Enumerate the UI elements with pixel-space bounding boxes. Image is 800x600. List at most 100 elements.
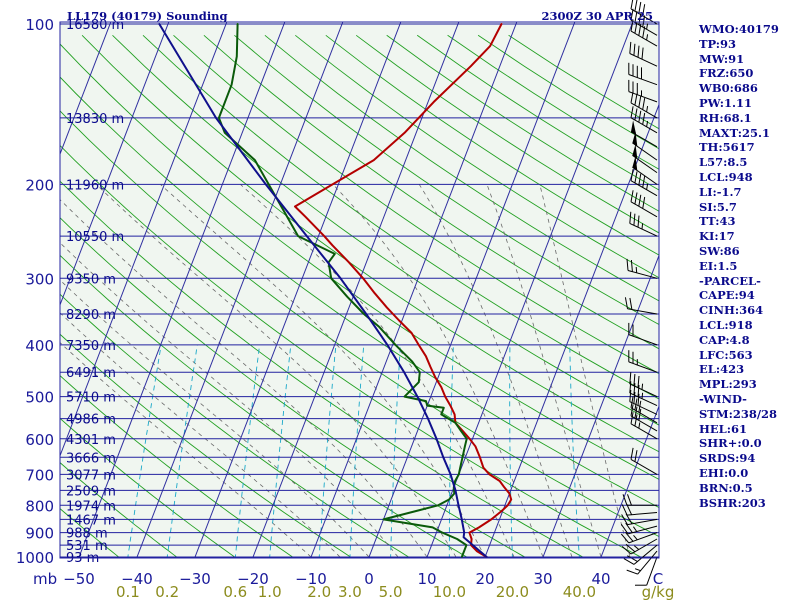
barb-full-flag	[626, 258, 629, 271]
barb-full-flag	[641, 47, 644, 60]
index-parcel-lcl: LCL:918	[699, 317, 753, 332]
barb-pennant	[631, 120, 637, 135]
dry-adiabat-line	[60, 110, 659, 538]
dry-adiabat-line	[60, 508, 121, 558]
barb-full-flag	[627, 494, 632, 506]
mixing-ratio-tick-label: 5.0	[379, 583, 403, 600]
moist-adiabat-line	[332, 184, 544, 558]
mixing-ratio-tick-label: 0.2	[155, 583, 179, 600]
barb-half-flag	[646, 106, 649, 112]
barb-staff	[627, 525, 658, 535]
index-tt: TT:43	[699, 214, 736, 229]
isotherm-line	[368, 22, 576, 558]
mixing-ratio-line	[349, 344, 365, 558]
index-th: TH:5617	[699, 140, 755, 155]
wind-barb	[629, 389, 658, 415]
dry-adiabat-line	[60, 76, 659, 509]
barb-full-flag	[638, 110, 642, 123]
index-tp: TP:93	[699, 36, 737, 51]
barb-staff	[632, 154, 658, 174]
barb-full-flag	[638, 13, 642, 25]
height-label: 3666 m	[66, 451, 116, 466]
pressure-tick-label: 300	[25, 270, 54, 288]
pressure-tick-label: 700	[25, 466, 54, 484]
barb-half-flag	[646, 183, 649, 190]
temperature-tick-label: −30	[179, 570, 211, 588]
barb-pennant	[632, 144, 638, 159]
temperature-tick-label: 40	[591, 570, 610, 588]
plot-border	[59, 21, 660, 559]
dry-adiabat-line	[0, 35, 16, 568]
mixing-ratio-tick-label: 0.6	[223, 583, 247, 600]
isotherm-line	[60, 22, 112, 156]
wind-section-header: -WIND-	[699, 391, 747, 406]
wind-barb	[621, 503, 658, 516]
height-label: 1974 m	[66, 499, 116, 514]
barb-half-flag	[641, 223, 644, 230]
index-bshr: BSHR:203	[699, 495, 766, 510]
barb-full-flag	[630, 396, 634, 408]
dry-adiabat-line	[325, 34, 659, 256]
mixing-ratio-line	[509, 344, 513, 558]
barb-staff	[627, 512, 658, 516]
barb-full-flag	[630, 190, 634, 202]
barb-staff	[629, 222, 658, 237]
barb-full-flag	[629, 372, 632, 384]
barb-half-flag	[641, 392, 644, 399]
index-srds: SRDS:94	[699, 451, 756, 466]
moist-adiabat-line	[60, 342, 312, 558]
barb-full-flag	[638, 95, 642, 108]
wind-barb	[635, 556, 658, 586]
height-label: 11960 m	[66, 178, 124, 193]
wind-barb	[630, 190, 658, 218]
barb-full-flag	[633, 213, 636, 226]
barb-full-flag	[634, 93, 638, 106]
barb-staff	[628, 91, 658, 103]
index-ehi: EHI:0.0	[699, 465, 749, 480]
barb-full-flag	[622, 494, 628, 506]
barb-full-flag	[633, 391, 636, 404]
barb-staff	[627, 518, 658, 526]
wind-barb	[620, 532, 658, 544]
isotherm-line	[542, 254, 659, 558]
temperature-trace	[294, 23, 513, 558]
dry-adiabat-line	[112, 34, 659, 426]
wind-barb	[628, 350, 658, 373]
dry-adiabat-line	[60, 180, 586, 558]
index-mpl: MPL:293	[699, 377, 757, 392]
isotherm-line	[310, 22, 518, 558]
wind-barb	[630, 106, 658, 134]
barb-full-flag	[642, 175, 646, 188]
wind-barb	[623, 544, 658, 565]
barb-pennant	[632, 131, 638, 147]
wind-barb	[628, 62, 658, 86]
mixing-ratio-unit-label: g/kg	[642, 583, 675, 600]
barb-staff	[632, 142, 658, 161]
pressure-tick-label: 200	[25, 176, 54, 194]
pressure-tick-label: 400	[25, 337, 54, 355]
barb-full-flag	[629, 297, 633, 310]
barb-full-flag	[625, 543, 636, 553]
barb-staff	[630, 423, 658, 440]
isotherm-line	[194, 22, 402, 558]
height-label: 1467 m	[66, 513, 116, 528]
dry-adiabat-line	[60, 417, 237, 558]
temperature-tick-label: −40	[121, 570, 153, 588]
barb-full-flag	[634, 406, 638, 419]
pressure-tick-label: 500	[25, 389, 54, 407]
isotherm-line	[60, 22, 170, 307]
dry-adiabat-line	[234, 34, 659, 326]
wind-barb	[626, 258, 658, 279]
barb-staff	[629, 383, 658, 398]
barb-full-flag	[627, 555, 638, 562]
barb-staff	[633, 544, 658, 565]
height-label: 9350 m	[66, 272, 116, 287]
index-ki: KI:17	[699, 229, 735, 244]
temperature-tick-label: 0	[364, 570, 374, 588]
barb-half-flag	[633, 545, 640, 550]
barb-staff	[629, 53, 658, 67]
barb-full-flag	[630, 447, 634, 460]
